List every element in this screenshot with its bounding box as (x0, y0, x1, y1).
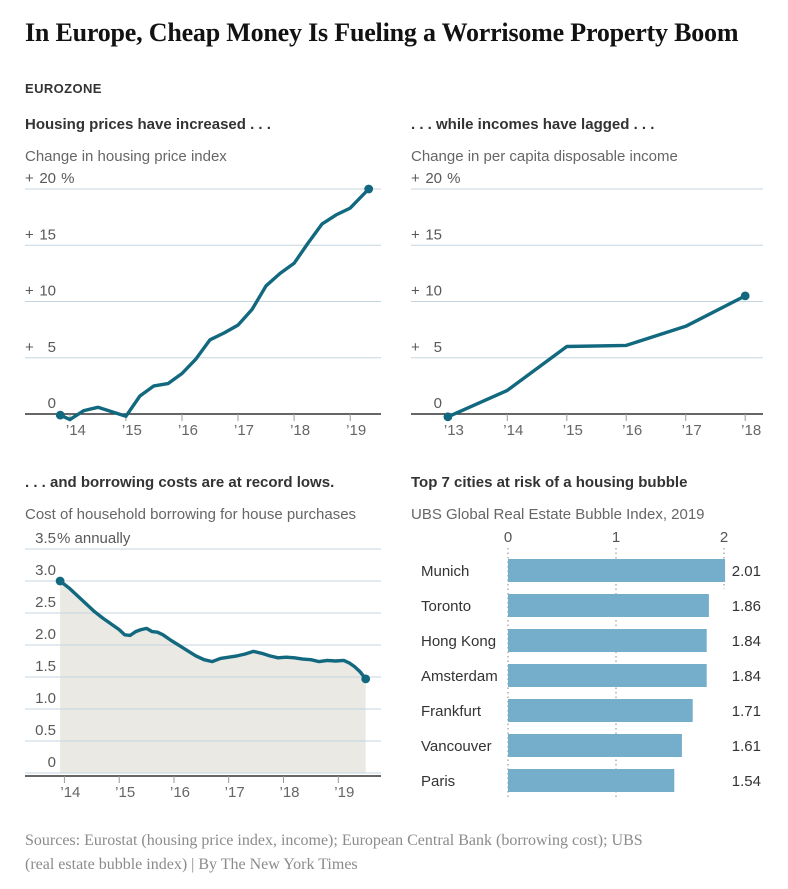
svg-text:Munich: Munich (421, 563, 469, 580)
svg-text:Amsterdam: Amsterdam (421, 668, 498, 685)
svg-text:’17: ’17 (234, 422, 254, 439)
svg-text:’15: ’15 (563, 422, 583, 439)
svg-text:+: + (25, 226, 34, 243)
source-line-1: Sources: Eurostat (housing price index, … (25, 832, 643, 849)
panel-borrowing-subtitle: Cost of household borrowing for house pu… (25, 506, 357, 523)
panel-incomes-subtitle: Change in per capita disposable income (411, 148, 678, 165)
panel-borrowing-costs: . . . and borrowing costs are at record … (25, 468, 381, 805)
svg-text:+: + (25, 339, 34, 356)
svg-text:15: 15 (425, 226, 442, 243)
panel-housing-subtitle: Change in housing price index (25, 148, 227, 165)
chart-housing-price-line: ’14 ’15 ’16 ’17 ’18 ’19 +20 % +15 +10 +5 0 (25, 169, 381, 445)
panel-borrowing-title: . . . and borrowing costs are at record … (25, 474, 335, 491)
svg-text:Paris: Paris (421, 773, 455, 790)
svg-text:2.01: 2.01 (732, 563, 761, 580)
svg-text:0.5: 0.5 (35, 722, 56, 739)
svg-text:’13: ’13 (444, 422, 464, 439)
svg-text:1.86: 1.86 (732, 598, 761, 615)
charts-grid: Housing prices have increased . . . Chan… (25, 110, 763, 805)
svg-text:1.84: 1.84 (732, 633, 761, 650)
svg-text:+: + (25, 170, 34, 187)
svg-text:Toronto: Toronto (421, 598, 471, 615)
svg-text:%: % (443, 170, 461, 187)
svg-text:1.84: 1.84 (732, 668, 761, 685)
svg-text:3.5: 3.5 (35, 530, 56, 547)
panel-incomes-title: . . . while incomes have lagged . . . (411, 116, 655, 133)
svg-text:’18: ’18 (290, 422, 310, 439)
svg-text:+: + (411, 339, 420, 356)
svg-text:’17: ’17 (682, 422, 702, 439)
svg-text:’14: ’14 (66, 422, 86, 439)
svg-text:’18: ’18 (279, 784, 299, 801)
panel-housing-title: Housing prices have increased . . . (25, 116, 271, 133)
svg-text:1.5: 1.5 (35, 658, 56, 675)
svg-text:’18: ’18 (741, 422, 761, 439)
svg-text:1.61: 1.61 (732, 738, 761, 755)
svg-text:5: 5 (48, 339, 56, 356)
svg-text:0: 0 (48, 395, 56, 412)
panel-bubble-subtitle: UBS Global Real Estate Bubble Index, 201… (411, 506, 705, 523)
svg-text:1.71: 1.71 (732, 703, 761, 720)
chart-bubble-bars: 0 1 2 Munich 2.01 Toronto 1.86 Hong Kong 1.84 Ams… (411, 527, 763, 805)
section-kicker: EUROZONE (25, 81, 102, 96)
svg-text:+: + (411, 226, 420, 243)
chart-borrowing-area: ’14 ’15 ’16 ’17 ’18 ’19 3.5% annually 3.0 2.5 2.0… (25, 527, 381, 805)
svg-text:10: 10 (39, 283, 56, 300)
panel-incomes: . . . while incomes have lagged . . . Ch… (411, 110, 763, 468)
svg-text:Vancouver: Vancouver (421, 738, 492, 755)
panel-bubble-index: Top 7 cities at risk of a housing bubble… (411, 468, 763, 805)
svg-text:1: 1 (612, 529, 620, 546)
svg-text:+: + (25, 283, 34, 300)
svg-text:% annually: % annually (57, 530, 131, 547)
svg-text:2: 2 (720, 529, 728, 546)
svg-text:0: 0 (504, 529, 512, 546)
svg-text:1.0: 1.0 (35, 690, 56, 707)
chart-income-line: ’13 ’14 ’15 ’16 ’17 ’18 +20 % +15 +10 +5 0 (411, 169, 763, 445)
svg-text:+: + (411, 170, 420, 187)
svg-text:2.0: 2.0 (35, 626, 56, 643)
svg-text:’19: ’19 (346, 422, 366, 439)
svg-text:1.54: 1.54 (732, 773, 761, 790)
svg-text:0: 0 (434, 395, 442, 412)
svg-text:+: + (411, 283, 420, 300)
svg-text:Frankfurt: Frankfurt (421, 703, 482, 720)
svg-text:5: 5 (434, 339, 442, 356)
svg-text:20: 20 (425, 170, 442, 187)
panel-housing-prices: Housing prices have increased . . . Chan… (25, 110, 381, 468)
svg-text:’14: ’14 (60, 784, 80, 801)
svg-text:0: 0 (48, 754, 56, 771)
svg-text:’16: ’16 (170, 784, 190, 801)
svg-text:%: % (57, 170, 75, 187)
svg-text:’17: ’17 (225, 784, 245, 801)
svg-text:’14: ’14 (503, 422, 523, 439)
svg-text:’16: ’16 (178, 422, 198, 439)
svg-text:’16: ’16 (622, 422, 642, 439)
svg-text:Hong Kong: Hong Kong (421, 633, 496, 650)
svg-text:’15: ’15 (122, 422, 142, 439)
svg-text:20: 20 (39, 170, 56, 187)
source-line-2: (real estate bubble index) | By The New … (25, 856, 358, 873)
svg-text:’15: ’15 (115, 784, 135, 801)
panel-bubble-title: Top 7 cities at risk of a housing bubble (411, 474, 688, 491)
svg-text:15: 15 (39, 226, 56, 243)
svg-text:10: 10 (425, 283, 442, 300)
svg-text:3.0: 3.0 (35, 562, 56, 579)
page-title: In Europe, Cheap Money Is Fueling a Worr… (25, 18, 739, 47)
svg-text:2.5: 2.5 (35, 594, 56, 611)
svg-text:’19: ’19 (334, 784, 354, 801)
source-credit: Sources: Eurostat (housing price index, … (25, 829, 763, 877)
